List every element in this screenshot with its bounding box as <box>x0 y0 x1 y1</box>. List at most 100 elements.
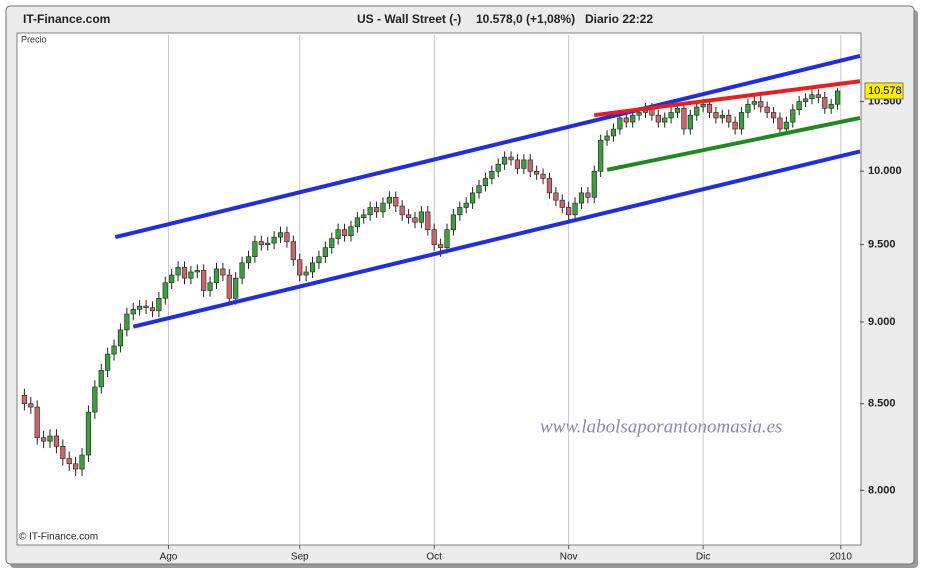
candle-body <box>444 229 450 248</box>
x-tick-label: Nov <box>560 552 578 563</box>
candle-body <box>265 242 271 245</box>
candle-body <box>559 199 565 208</box>
candle-body <box>822 97 828 109</box>
candle-body <box>252 241 258 258</box>
candle-body <box>143 305 149 309</box>
candle-body <box>502 156 508 165</box>
candle-body <box>393 196 399 207</box>
candle-body <box>386 196 392 204</box>
candle-body <box>514 159 521 169</box>
candle-body <box>828 103 834 109</box>
candle-body <box>354 217 360 227</box>
candle-body <box>348 226 354 236</box>
candle-body <box>271 236 277 244</box>
candle-body <box>277 232 284 238</box>
candle-body <box>431 229 437 245</box>
candle-body <box>732 121 738 130</box>
candle-body <box>726 114 732 123</box>
candle-body <box>546 178 553 194</box>
candle-body <box>21 394 28 404</box>
candle-body <box>28 403 34 408</box>
candle-body <box>290 241 296 261</box>
candle-body <box>534 170 540 175</box>
candle-body <box>73 463 79 470</box>
candle-body <box>764 106 770 113</box>
candle-body <box>540 173 546 179</box>
candle-body <box>341 229 348 236</box>
candle-body <box>617 117 623 130</box>
candle-body <box>220 268 226 276</box>
candle-body <box>130 308 136 315</box>
candle-body <box>706 103 713 113</box>
candle-body <box>425 211 431 230</box>
candle-body <box>783 121 789 130</box>
candle-body <box>662 117 668 123</box>
plot-area <box>16 32 862 546</box>
candle-body <box>98 370 104 388</box>
candle-body <box>495 163 501 172</box>
candle-body <box>566 207 572 216</box>
x-tick-label: Ago <box>160 552 178 563</box>
candle-body <box>674 108 681 113</box>
quote: 10.578,0 (+1,08%) <box>476 12 575 26</box>
candle-body <box>630 114 636 123</box>
candle-body <box>719 114 725 119</box>
y-axis-label: Precio <box>21 34 47 44</box>
candle-body <box>66 458 72 465</box>
candle-body <box>207 282 213 291</box>
candle-body <box>162 282 168 299</box>
candle-body <box>758 101 764 108</box>
candle-body <box>623 117 629 123</box>
candle-body <box>668 112 674 119</box>
chart-title: US - Wall Street (-) <box>357 12 461 26</box>
candle-body <box>399 205 405 216</box>
candle-body <box>194 270 200 273</box>
candle-body <box>201 270 207 291</box>
candle-body <box>181 267 188 279</box>
x-tick-label: 2010 <box>830 552 853 563</box>
candle-body <box>169 274 175 284</box>
candle-body <box>245 256 252 264</box>
candle-body <box>41 437 47 442</box>
y-tick-label: 9.500 <box>868 239 896 251</box>
y-tick-label: 10.000 <box>868 165 902 177</box>
candle-body <box>137 305 143 310</box>
candle-body <box>380 202 386 213</box>
candle-body <box>770 112 777 119</box>
candle-body <box>233 277 239 299</box>
trend-line <box>114 54 861 240</box>
candle-body <box>92 386 98 413</box>
candle-body <box>175 267 181 276</box>
source: IT-Finance.com <box>23 12 110 26</box>
last-price-label: 10.578 <box>868 85 902 97</box>
candle-body <box>316 256 322 264</box>
candle-body <box>322 247 328 258</box>
candle-body <box>482 178 489 186</box>
last-price-box <box>864 82 904 100</box>
candle-body <box>738 112 745 130</box>
candle-body <box>418 211 424 223</box>
candle-body <box>463 202 469 208</box>
candle-body <box>188 271 194 279</box>
candle-body <box>553 192 559 201</box>
candle-body <box>361 214 367 219</box>
candle-body <box>476 185 482 194</box>
candle-body <box>329 238 335 248</box>
candle-body <box>572 202 578 216</box>
candle-body <box>713 112 719 119</box>
candle-body <box>636 112 642 116</box>
x-tick-label: Sep <box>291 552 309 563</box>
trend-line <box>606 115 861 172</box>
y-tick-label: 9.000 <box>868 316 896 328</box>
candle-body <box>239 262 245 279</box>
candle-body <box>297 259 303 276</box>
candle-body <box>412 217 418 223</box>
candle-body <box>438 244 444 248</box>
candle-body <box>815 94 821 98</box>
candle-body <box>745 103 751 113</box>
candle-body <box>834 90 841 105</box>
candle-body <box>598 139 604 172</box>
candle-body <box>47 435 53 442</box>
candle-body <box>802 98 809 102</box>
candle-body <box>226 274 232 299</box>
